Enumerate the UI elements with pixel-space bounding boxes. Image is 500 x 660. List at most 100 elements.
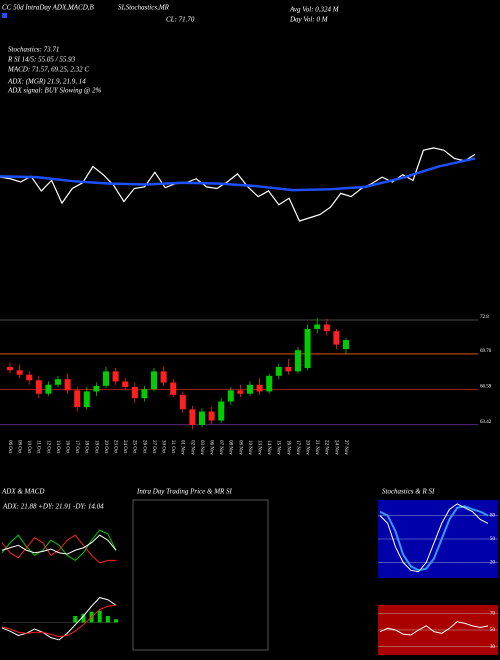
adx: ADX: (MGR) 21.9, 21.9, 14 — [7, 78, 86, 86]
level-label: 72.8 — [480, 315, 489, 320]
rsi: R SI 14/5: 55.05 / 55.93 — [7, 56, 76, 64]
stoch: Stochastics: 73.71 — [8, 46, 59, 54]
date-label: 09 Nov — [237, 440, 242, 455]
date-label: 20 Oct — [103, 440, 108, 454]
close: CL: 71.70 — [166, 16, 195, 24]
date-label: 23 Oct — [112, 440, 117, 454]
date-label: 18 Oct — [84, 440, 89, 454]
date-label: 12 Oct — [45, 440, 50, 454]
date-label: 25 Oct — [132, 440, 137, 454]
candle-body — [112, 371, 119, 382]
date-label: 19 Oct — [93, 440, 98, 454]
date-label: 07 Nov — [218, 440, 223, 455]
panel-title: Stochastics & R SI — [382, 488, 435, 496]
candle-body — [256, 384, 263, 392]
level-label: 66.59 — [480, 384, 492, 389]
date-label: 27 Nov — [343, 440, 348, 455]
candle-body — [208, 411, 215, 421]
candle-body — [64, 379, 71, 391]
header-text: CC 50d IntraDay ADX,MACD,B — [2, 4, 95, 12]
candle-body — [333, 331, 340, 345]
date-label: 10 Oct — [26, 440, 31, 454]
candle-body — [131, 387, 138, 399]
date-label: 10 Nov — [247, 440, 252, 455]
date-label: 31 Oct — [170, 440, 175, 454]
adx-line — [1, 534, 117, 555]
candle-body — [199, 411, 205, 425]
candle-body — [323, 324, 330, 332]
date-label: 16 Oct — [64, 440, 69, 454]
y-tick-label: 20 — [490, 561, 496, 566]
candle-body — [141, 389, 148, 399]
candle-body — [179, 394, 186, 410]
date-label: 27 Oct — [151, 440, 156, 454]
candle-body — [83, 391, 90, 408]
date-label: 11 Oct — [36, 440, 41, 454]
macd-line — [1, 597, 117, 641]
osc-line — [379, 503, 489, 573]
date-label: 16 Nov — [285, 440, 290, 455]
panel-title: Intra Day Trading Price & MR SI — [136, 488, 233, 496]
candle-body — [93, 385, 100, 392]
candle-body — [314, 324, 321, 329]
macd-hist — [97, 610, 102, 623]
signal: ADX signal: BUY Slowing @ 2% — [7, 87, 102, 95]
adx-line — [1, 534, 116, 564]
candle-body — [103, 371, 109, 386]
date-label: 15 Nov — [276, 440, 281, 455]
candle-body — [227, 390, 234, 402]
header-text: SI,Stochastics,MR — [118, 4, 170, 12]
day-vol: Day Vol: 0 M — [289, 16, 329, 24]
macd-hist — [73, 616, 78, 623]
candle-body — [170, 382, 177, 395]
candle-body — [218, 401, 225, 421]
date-label: 08 Nov — [228, 440, 233, 455]
date-label: 24 Nov — [333, 440, 338, 455]
candle-body — [151, 371, 157, 390]
candle-body — [7, 366, 13, 371]
date-label: 02 Nov — [189, 440, 194, 455]
date-label: 09 Oct — [16, 440, 21, 454]
y-tick-label: 80 — [490, 514, 496, 519]
osc-line — [379, 621, 489, 636]
intraday-panel — [132, 499, 269, 651]
macd-hist — [105, 616, 110, 623]
date-label: 17 Oct — [74, 440, 79, 454]
candle-body — [247, 384, 253, 394]
date-label: 13 Nov — [256, 440, 261, 455]
candle-body — [295, 350, 301, 372]
y-tick-label: 70 — [490, 611, 496, 616]
candle-body — [45, 384, 52, 394]
level-label: 69.76 — [480, 349, 492, 354]
date-label: 24 Oct — [122, 440, 127, 454]
candle-body — [16, 370, 23, 375]
date-label: 17 Nov — [295, 440, 300, 455]
avg-vol: Avg Vol: 0.324 M — [289, 6, 340, 14]
macd-line — [1, 604, 117, 638]
date-label: 06 Nov — [208, 440, 213, 455]
candle-body — [343, 340, 349, 350]
date-label: 22 Nov — [324, 440, 329, 455]
price-line — [0, 157, 476, 192]
y-tick-label: 50 — [490, 537, 496, 542]
y-tick-label: 30 — [490, 645, 496, 650]
candle-body — [35, 380, 42, 394]
macd: MACD: 71.57, 69.25, 2.32 C — [7, 66, 89, 74]
candle-body — [275, 366, 282, 376]
candle-body — [55, 379, 61, 385]
candle-body — [26, 374, 33, 381]
date-label: 01 Nov — [180, 440, 185, 455]
candle-body — [304, 328, 311, 369]
date-label: 14 Nov — [266, 440, 271, 455]
candle-body — [160, 371, 167, 383]
date-label: 20 Nov — [304, 440, 309, 455]
candle-body — [74, 390, 81, 408]
date-label: 30 Oct — [160, 440, 165, 454]
y-tick-label: 50 — [490, 628, 496, 633]
candle-body — [189, 409, 196, 425]
date-label: 03 Nov — [199, 440, 204, 455]
candle-body — [237, 390, 244, 394]
macd-hist — [81, 613, 86, 623]
